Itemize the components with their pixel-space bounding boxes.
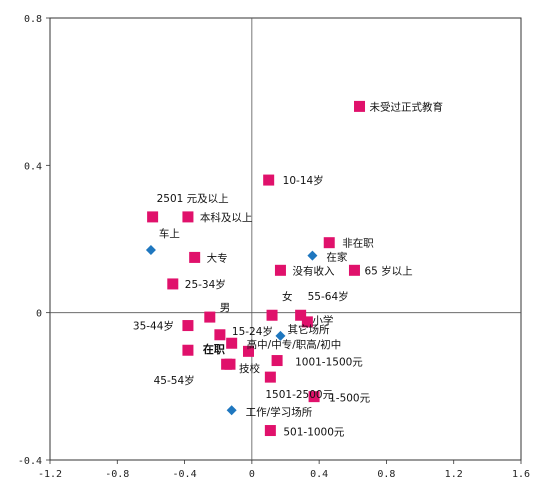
square-marker: [308, 391, 320, 403]
point-label: 车上: [159, 227, 180, 240]
point-label: 55-64岁: [308, 290, 349, 303]
y-tick-label: 0: [36, 309, 42, 320]
square-marker: [214, 329, 226, 341]
point-label: 45-54岁: [154, 374, 195, 387]
y-tick-label: 0.4: [24, 161, 42, 172]
diamond-marker: [307, 250, 318, 261]
x-tick-label: 1.2: [445, 469, 463, 480]
point-label: 在职: [203, 342, 225, 356]
point-label: 1-500元: [329, 393, 371, 405]
square-marker: [301, 316, 313, 328]
plot-frame: [49, 17, 522, 461]
point-label: 其它场所: [287, 323, 329, 336]
point-label: 10-14岁: [283, 174, 324, 187]
square-marker: [264, 425, 276, 437]
square-marker: [182, 320, 194, 332]
x-tick-label: -0.4: [173, 469, 197, 480]
square-marker: [182, 344, 194, 356]
square-marker: [354, 100, 366, 112]
square-marker: [221, 358, 233, 370]
diamond-marker: [226, 405, 237, 416]
x-tick-label: 1.6: [512, 469, 530, 480]
x-tick-label: 0.4: [310, 469, 328, 480]
square-marker: [264, 371, 276, 383]
square-marker: [147, 211, 159, 223]
point-label: 女: [282, 290, 293, 303]
point-label: 本科及以上: [200, 211, 253, 224]
point-label: 1001-1500元: [295, 357, 363, 369]
square-marker: [167, 278, 179, 290]
diamond-marker: [275, 330, 286, 341]
square-marker: [242, 345, 254, 357]
point-label: 15-24岁: [232, 325, 273, 338]
square-marker: [323, 237, 335, 249]
square-marker: [266, 309, 278, 321]
square-marker: [226, 337, 238, 349]
x-tick-label: 0.8: [377, 469, 395, 480]
point-label: 小学: [312, 314, 333, 327]
point-label: 2501 元及以上: [157, 193, 229, 205]
square-marker: [204, 311, 216, 323]
point-label: 男: [220, 302, 231, 314]
square-marker: [348, 264, 360, 276]
y-tick-label: -0.4: [18, 456, 42, 467]
x-tick-label: -1.2: [38, 469, 62, 480]
point-label: 技校: [239, 362, 260, 375]
square-marker: [271, 355, 283, 367]
diamond-marker: [145, 245, 156, 256]
point-label: 35-44岁: [133, 320, 174, 333]
point-label: 1501-2500元: [265, 389, 333, 401]
x-tick-label: 0: [249, 469, 255, 480]
point-label: 未受过正式教育: [370, 100, 444, 113]
point-label: 非在职: [342, 238, 374, 250]
point-label: 65 岁以上: [364, 264, 412, 277]
point-label: 没有收入: [292, 264, 334, 277]
x-tick-label: -0.8: [105, 469, 129, 480]
point-label: 501-1000元: [283, 427, 345, 439]
square-marker: [182, 211, 194, 223]
point-label: 大专: [207, 251, 228, 264]
axes: -1.2 -0.8 -0.4 0 0.4 0.8 1.2 1.6 0.8 0.4 0 -0.4: [18, 14, 530, 480]
y-tick-label: 0.8: [24, 14, 42, 25]
point-label: 25-34岁: [185, 278, 226, 291]
square-marker: [295, 309, 307, 321]
point-label: 高中/中专/职高/初中: [247, 338, 342, 351]
square-marker: [274, 264, 286, 276]
point-label: 在家: [326, 251, 347, 264]
square-marker: [263, 174, 275, 186]
data-points: [145, 100, 366, 437]
square-marker: [189, 251, 201, 263]
point-label: 工作/学习场所: [246, 405, 313, 418]
